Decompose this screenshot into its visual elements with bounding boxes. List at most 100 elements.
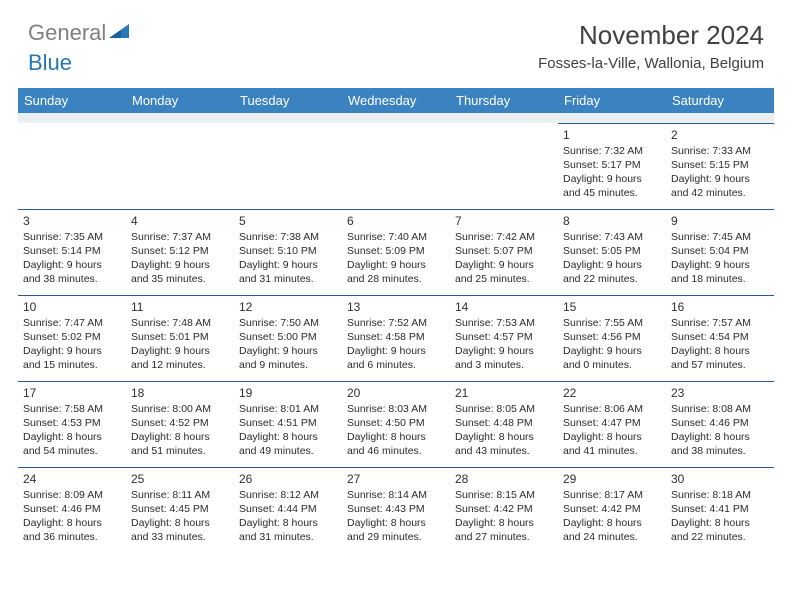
brand-triangle-icon xyxy=(109,22,129,45)
daylight-line: Daylight: 9 hours and 25 minutes. xyxy=(455,258,553,286)
sunset-line: Sunset: 4:47 PM xyxy=(563,416,661,430)
sunrise-line: Sunrise: 8:09 AM xyxy=(23,488,121,502)
calendar-cell: 7Sunrise: 7:42 AMSunset: 5:07 PMDaylight… xyxy=(450,209,558,295)
sunset-line: Sunset: 5:02 PM xyxy=(23,330,121,344)
day-number: 6 xyxy=(347,213,445,229)
calendar-cell: 9Sunrise: 7:45 AMSunset: 5:04 PMDaylight… xyxy=(666,209,774,295)
daylight-line: Daylight: 9 hours and 35 minutes. xyxy=(131,258,229,286)
calendar-cell: 13Sunrise: 7:52 AMSunset: 4:58 PMDayligh… xyxy=(342,295,450,381)
daylight-line: Daylight: 9 hours and 18 minutes. xyxy=(671,258,769,286)
sunset-line: Sunset: 5:05 PM xyxy=(563,244,661,258)
sunrise-line: Sunrise: 8:05 AM xyxy=(455,402,553,416)
sunrise-line: Sunrise: 8:01 AM xyxy=(239,402,337,416)
sunset-line: Sunset: 5:00 PM xyxy=(239,330,337,344)
day-number: 14 xyxy=(455,299,553,315)
calendar-cell: 4Sunrise: 7:37 AMSunset: 5:12 PMDaylight… xyxy=(126,209,234,295)
sunrise-line: Sunrise: 8:12 AM xyxy=(239,488,337,502)
calendar-cell: 26Sunrise: 8:12 AMSunset: 4:44 PMDayligh… xyxy=(234,467,342,553)
day-number: 29 xyxy=(563,471,661,487)
sunrise-line: Sunrise: 7:32 AM xyxy=(563,144,661,158)
spacer-row xyxy=(18,113,774,123)
calendar-header-row: SundayMondayTuesdayWednesdayThursdayFrid… xyxy=(18,88,774,113)
sunset-line: Sunset: 5:04 PM xyxy=(671,244,769,258)
day-number: 2 xyxy=(671,127,769,143)
sunrise-line: Sunrise: 7:57 AM xyxy=(671,316,769,330)
calendar-cell: 8Sunrise: 7:43 AMSunset: 5:05 PMDaylight… xyxy=(558,209,666,295)
daylight-line: Daylight: 8 hours and 46 minutes. xyxy=(347,430,445,458)
sunset-line: Sunset: 5:12 PM xyxy=(131,244,229,258)
sunset-line: Sunset: 4:44 PM xyxy=(239,502,337,516)
daylight-line: Daylight: 9 hours and 0 minutes. xyxy=(563,344,661,372)
calendar-cell: 29Sunrise: 8:17 AMSunset: 4:42 PMDayligh… xyxy=(558,467,666,553)
sunrise-line: Sunrise: 7:45 AM xyxy=(671,230,769,244)
sunrise-line: Sunrise: 8:03 AM xyxy=(347,402,445,416)
sunrise-line: Sunrise: 7:52 AM xyxy=(347,316,445,330)
daylight-line: Daylight: 9 hours and 28 minutes. xyxy=(347,258,445,286)
calendar-cell: 1Sunrise: 7:32 AMSunset: 5:17 PMDaylight… xyxy=(558,123,666,209)
sunset-line: Sunset: 4:56 PM xyxy=(563,330,661,344)
daylight-line: Daylight: 8 hours and 31 minutes. xyxy=(239,516,337,544)
calendar-cell: 25Sunrise: 8:11 AMSunset: 4:45 PMDayligh… xyxy=(126,467,234,553)
sunset-line: Sunset: 4:42 PM xyxy=(563,502,661,516)
daylight-line: Daylight: 8 hours and 27 minutes. xyxy=(455,516,553,544)
day-number: 30 xyxy=(671,471,769,487)
calendar-week: 17Sunrise: 7:58 AMSunset: 4:53 PMDayligh… xyxy=(18,381,774,467)
day-number: 25 xyxy=(131,471,229,487)
sunrise-line: Sunrise: 7:40 AM xyxy=(347,230,445,244)
sunset-line: Sunset: 4:43 PM xyxy=(347,502,445,516)
sunrise-line: Sunrise: 7:38 AM xyxy=(239,230,337,244)
day-header: Thursday xyxy=(450,88,558,113)
daylight-line: Daylight: 8 hours and 54 minutes. xyxy=(23,430,121,458)
daylight-line: Daylight: 8 hours and 41 minutes. xyxy=(563,430,661,458)
sunrise-line: Sunrise: 8:08 AM xyxy=(671,402,769,416)
month-title: November 2024 xyxy=(538,20,764,51)
sunset-line: Sunset: 5:15 PM xyxy=(671,158,769,172)
day-number: 7 xyxy=(455,213,553,229)
calendar-cell: 3Sunrise: 7:35 AMSunset: 5:14 PMDaylight… xyxy=(18,209,126,295)
calendar-cell: 20Sunrise: 8:03 AMSunset: 4:50 PMDayligh… xyxy=(342,381,450,467)
daylight-line: Daylight: 9 hours and 22 minutes. xyxy=(563,258,661,286)
daylight-line: Daylight: 8 hours and 24 minutes. xyxy=(563,516,661,544)
calendar-cell: 24Sunrise: 8:09 AMSunset: 4:46 PMDayligh… xyxy=(18,467,126,553)
title-block: November 2024 Fosses-la-Ville, Wallonia,… xyxy=(538,20,764,72)
day-number: 1 xyxy=(563,127,661,143)
calendar-cell: 12Sunrise: 7:50 AMSunset: 5:00 PMDayligh… xyxy=(234,295,342,381)
daylight-line: Daylight: 8 hours and 33 minutes. xyxy=(131,516,229,544)
location-subtitle: Fosses-la-Ville, Wallonia, Belgium xyxy=(538,55,764,72)
calendar-cell: 30Sunrise: 8:18 AMSunset: 4:41 PMDayligh… xyxy=(666,467,774,553)
calendar-cell: 17Sunrise: 7:58 AMSunset: 4:53 PMDayligh… xyxy=(18,381,126,467)
sunrise-line: Sunrise: 7:42 AM xyxy=(455,230,553,244)
daylight-line: Daylight: 8 hours and 51 minutes. xyxy=(131,430,229,458)
calendar-week: 10Sunrise: 7:47 AMSunset: 5:02 PMDayligh… xyxy=(18,295,774,381)
daylight-line: Daylight: 8 hours and 49 minutes. xyxy=(239,430,337,458)
day-number: 3 xyxy=(23,213,121,229)
sunset-line: Sunset: 5:07 PM xyxy=(455,244,553,258)
sunset-line: Sunset: 4:41 PM xyxy=(671,502,769,516)
calendar-cell xyxy=(342,123,450,209)
day-number: 9 xyxy=(671,213,769,229)
calendar-cell xyxy=(234,123,342,209)
day-number: 5 xyxy=(239,213,337,229)
sunset-line: Sunset: 4:42 PM xyxy=(455,502,553,516)
sunset-line: Sunset: 5:09 PM xyxy=(347,244,445,258)
calendar-table: SundayMondayTuesdayWednesdayThursdayFrid… xyxy=(18,88,774,553)
calendar-cell xyxy=(126,123,234,209)
day-number: 17 xyxy=(23,385,121,401)
sunset-line: Sunset: 5:14 PM xyxy=(23,244,121,258)
sunrise-line: Sunrise: 7:37 AM xyxy=(131,230,229,244)
brand-logo: General xyxy=(28,20,131,46)
sunset-line: Sunset: 4:54 PM xyxy=(671,330,769,344)
day-number: 20 xyxy=(347,385,445,401)
day-number: 15 xyxy=(563,299,661,315)
sunset-line: Sunset: 4:57 PM xyxy=(455,330,553,344)
day-header: Saturday xyxy=(666,88,774,113)
sunset-line: Sunset: 5:17 PM xyxy=(563,158,661,172)
calendar-cell: 5Sunrise: 7:38 AMSunset: 5:10 PMDaylight… xyxy=(234,209,342,295)
daylight-line: Daylight: 9 hours and 15 minutes. xyxy=(23,344,121,372)
day-number: 18 xyxy=(131,385,229,401)
calendar-cell: 21Sunrise: 8:05 AMSunset: 4:48 PMDayligh… xyxy=(450,381,558,467)
sunrise-line: Sunrise: 7:50 AM xyxy=(239,316,337,330)
sunset-line: Sunset: 4:52 PM xyxy=(131,416,229,430)
daylight-line: Daylight: 8 hours and 38 minutes. xyxy=(671,430,769,458)
sunset-line: Sunset: 4:53 PM xyxy=(23,416,121,430)
